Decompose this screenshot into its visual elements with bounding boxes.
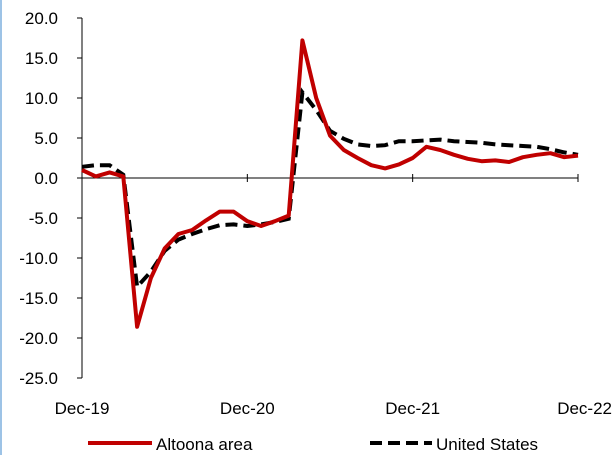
y-tick-label: -15.0 <box>19 289 58 308</box>
series-line-altoona-area <box>81 38 579 329</box>
y-tick-label: -20.0 <box>19 329 58 348</box>
legend-label: United States <box>436 435 538 454</box>
x-tick-label: Dec-21 <box>385 399 440 418</box>
chart-series <box>81 38 579 329</box>
x-tick-label: Dec-19 <box>55 399 110 418</box>
y-tick-label: 0.0 <box>34 169 58 188</box>
y-tick-label: -10.0 <box>19 249 58 268</box>
left-edge-accent <box>0 0 2 455</box>
chart-legend: Altoona area United States <box>88 435 538 454</box>
x-axis-tick-labels: Dec-19 Dec-20 Dec-21 Dec-22 <box>55 399 612 418</box>
y-tick-label: 15.0 <box>25 49 58 68</box>
y-axis-tick-labels: 20.0 15.0 10.0 5.0 0.0 -5.0 -10.0 -15.0 -20.0 -25… <box>19 9 58 388</box>
series-line-united-states <box>81 87 579 292</box>
y-tick-label: 20.0 <box>25 9 58 28</box>
chart-axes <box>77 17 579 379</box>
legend-label: Altoona area <box>156 435 253 454</box>
x-tick-label: Dec-22 <box>557 399 612 418</box>
y-tick-label: 10.0 <box>25 89 58 108</box>
y-tick-label: -5.0 <box>29 209 58 228</box>
y-tick-label: 5.0 <box>34 129 58 148</box>
x-tick-label: Dec-20 <box>220 399 275 418</box>
y-tick-label: -25.0 <box>19 369 58 388</box>
